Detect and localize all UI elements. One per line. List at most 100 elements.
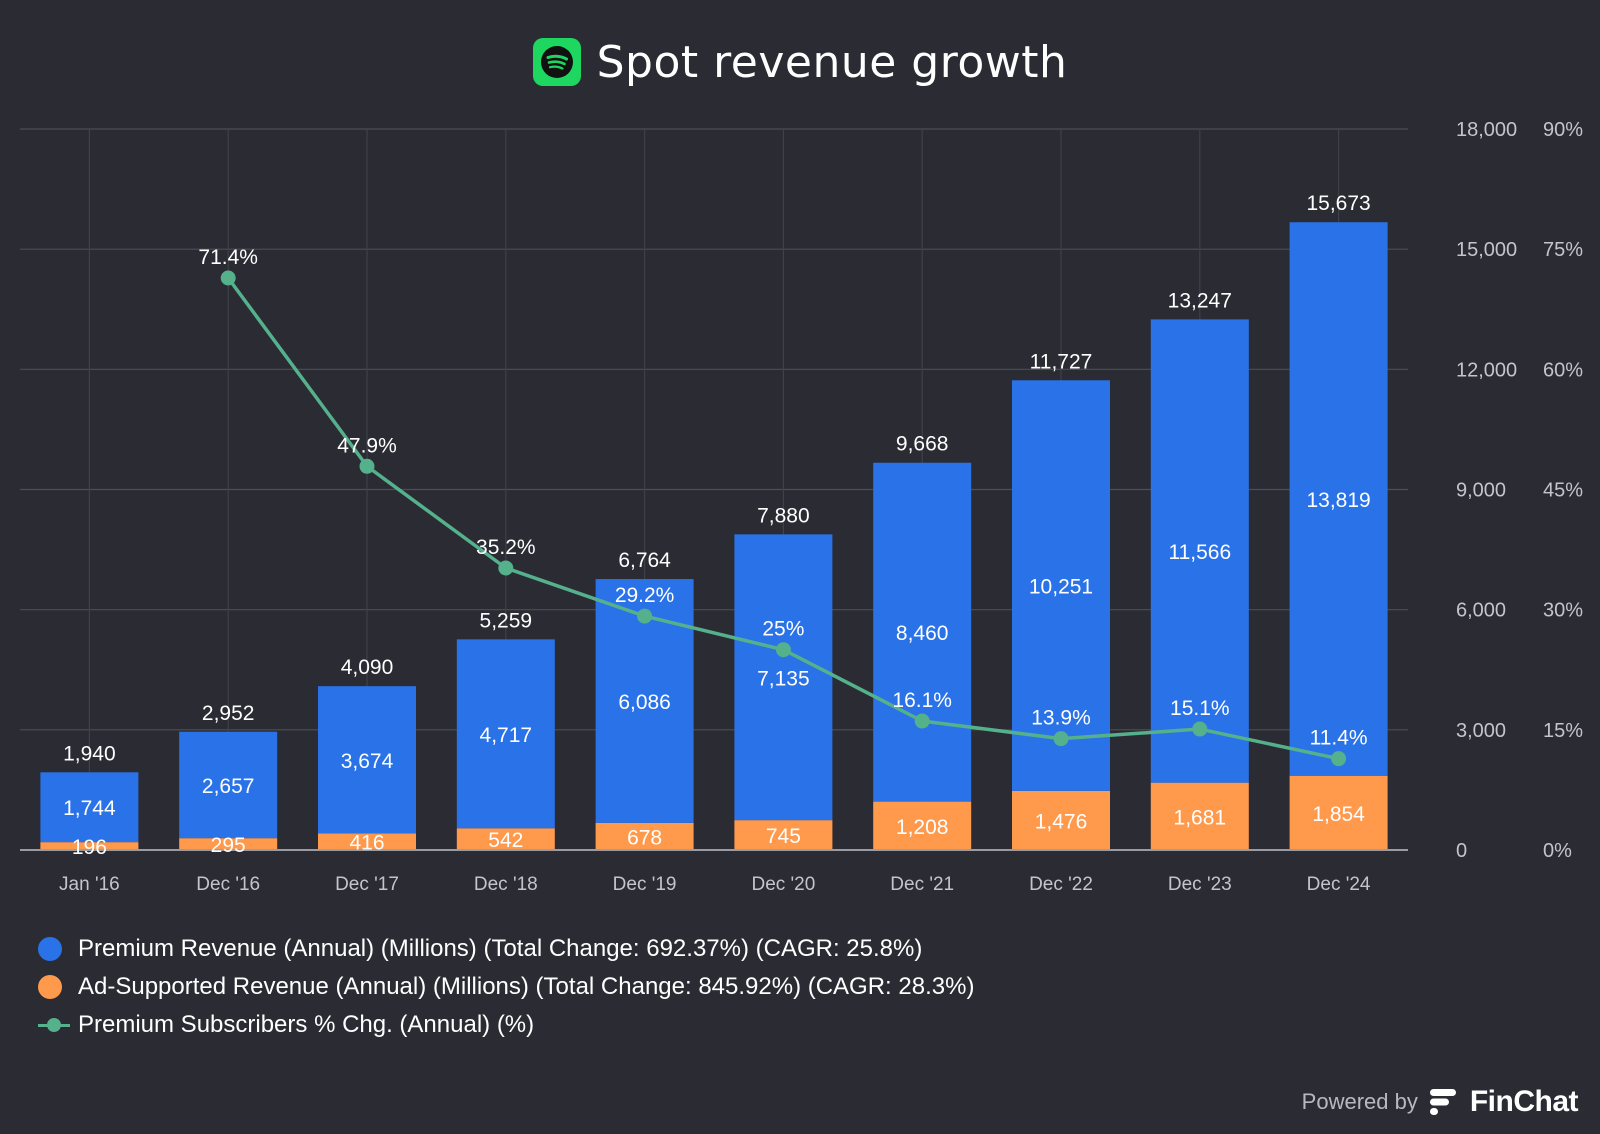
line-label-premium-subscribers: 25% [762,618,804,641]
line-point-premium-subscribers [1192,721,1208,737]
bar-label-ad-supported: 1,854 [1312,803,1365,826]
y-left-tick-label: 3,000 [1456,720,1506,742]
legend-marker-ad-supported-revenue [38,975,62,999]
bar-label-ad-supported: 542 [488,829,523,852]
y-right-tick-label: 15% [1543,720,1583,742]
x-tick-label: Dec '20 [751,874,815,895]
legend-marker-premium-subscribers [38,1013,70,1037]
line-label-premium-subscribers: 16.1% [892,689,952,712]
bar-ad-supported [179,838,278,850]
bar-premium [1012,380,1110,791]
bar-premium [456,639,555,829]
line-point-premium-subscribers [220,270,236,286]
bar-ad-supported [734,820,833,850]
powered-by-text: Powered by [1301,1089,1418,1114]
line-point-premium-subscribers [1053,731,1069,747]
finchat-logo-icon [1429,1089,1456,1115]
y-left-tick-label: 0 [1456,840,1467,862]
bar-total-label: 6,764 [618,549,671,572]
legend-label-premium-subscribers: Premium Subscribers % Chg. (Annual) (%) [78,1011,535,1038]
bar-label-ad-supported: 196 [72,836,107,859]
x-tick-label: Dec '21 [890,874,954,895]
y-left-tick-label: 12,000 [1456,359,1517,381]
bar-total-label: 1,940 [63,742,116,765]
bar-ad-supported [456,828,555,850]
bar-label-premium: 4,717 [480,724,533,747]
bar-label-ad-supported: 745 [766,825,801,848]
line-label-premium-subscribers: 29.2% [615,584,675,607]
bar-total-label: 13,247 [1168,289,1232,312]
y-right-tick-label: 0% [1543,840,1572,862]
line-label-premium-subscribers: 11.4% [1310,727,1368,750]
y-left-tick-label: 15,000 [1456,239,1517,261]
bar-ad-supported [1289,775,1388,850]
bar-total-label: 11,727 [1030,350,1093,373]
bar-ad-supported [1150,782,1249,850]
spotify-logo-icon [532,38,581,86]
bar-total-label: 15,673 [1306,192,1370,215]
bar-ad-supported [873,801,972,850]
line-label-premium-subscribers: 71.4% [198,246,258,269]
y-right-tick-label: 45% [1543,480,1583,502]
x-tick-label: Dec '16 [196,874,260,895]
finchat-brand-name: FinChat [1469,1085,1579,1118]
bar-ad-supported [40,842,139,850]
bar-premium [179,731,278,839]
chart-title: Spot revenue growth [596,36,1068,88]
x-tick-label: Dec '23 [1168,874,1232,895]
bar-premium [40,772,139,843]
bar-premium [318,686,416,834]
legend-item-ad-supported-revenue[interactable]: Ad-Supported Revenue (Annual) (Millions)… [38,968,974,1006]
y-right-tick-label: 60% [1543,359,1583,381]
y-left-tick-label: 9,000 [1456,480,1506,502]
chart-plot: 0 3,000 6,000 9,000 12,000 15,000 18,000 0% 15% 3… [20,119,1583,895]
legend-label-ad-supported-revenue: Ad-Supported Revenue (Annual) (Millions)… [78,973,975,1000]
x-tick-label: Dec '22 [1029,874,1093,895]
bar-label-premium: 7,135 [757,667,810,690]
bar-label-premium: 2,657 [202,775,255,798]
bar-ad-supported [1012,790,1110,850]
bar-label-premium: 6,086 [618,691,671,714]
x-tick-label: Dec '18 [474,874,538,895]
bar-label-ad-supported: 1,681 [1174,806,1227,829]
bar-total-label: 7,880 [757,504,810,527]
x-tick-label: Dec '19 [613,874,677,895]
line-label-premium-subscribers: 47.9% [337,434,397,457]
y-left-tick-label: 18,000 [1456,119,1517,141]
bar-total-label: 4,090 [341,656,394,679]
bar-label-premium: 13,819 [1306,489,1370,512]
bar-premium [1289,222,1388,776]
line-point-premium-subscribers [914,713,930,729]
y-right-tick-label: 30% [1543,600,1583,622]
chart-header: Spot revenue growth [0,30,1600,94]
bar-label-premium: 3,674 [341,750,394,773]
bar-ad-supported [318,833,416,850]
legend-item-premium-revenue[interactable]: Premium Revenue (Annual) (Millions) (Tot… [38,930,974,968]
line-point-premium-subscribers [1331,751,1347,767]
line-point-premium-subscribers [775,642,791,658]
bar-label-premium: 1,744 [63,797,116,820]
line-label-premium-subscribers: 13.9% [1031,707,1091,730]
line-point-premium-subscribers [637,608,653,624]
y-right-tick-label: 75% [1543,239,1583,261]
bar-total-label: 9,668 [896,433,949,456]
x-tick-label: Dec '24 [1307,874,1371,895]
line-label-premium-subscribers: 15.1% [1170,697,1230,720]
line-label-premium-subscribers: 35.2% [476,536,536,559]
line-point-premium-subscribers [498,560,514,576]
legend-label-premium-revenue: Premium Revenue (Annual) (Millions) (Tot… [78,935,923,962]
legend-item-premium-subscribers[interactable]: Premium Subscribers % Chg. (Annual) (%) [38,1006,974,1044]
line-point-premium-subscribers [359,458,375,474]
y-right-tick-label: 90% [1543,119,1583,141]
bar-total-label: 2,952 [202,702,255,725]
y-left-tick-label: 6,000 [1456,600,1506,622]
bar-label-premium: 11,566 [1168,541,1231,564]
legend-marker-premium-revenue [38,937,62,961]
powered-by-footer[interactable]: Powered by FinChat [1301,1082,1579,1122]
bar-label-ad-supported: 295 [211,834,246,857]
bar-premium [873,462,972,802]
bar-ad-supported [595,822,694,850]
bar-premium [1150,319,1249,783]
bar-label-premium: 10,251 [1029,576,1093,599]
bar-total-label: 5,259 [480,609,533,632]
